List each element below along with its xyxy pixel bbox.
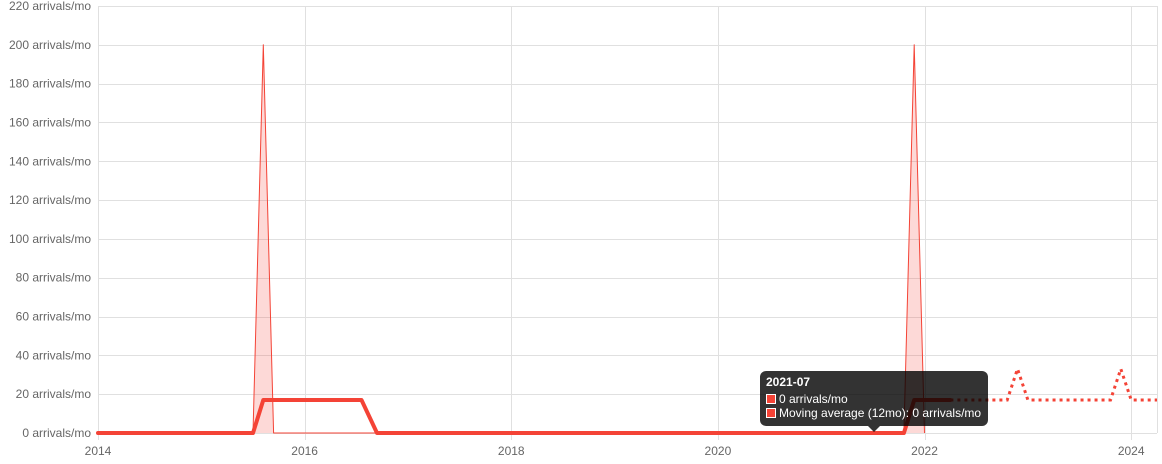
tooltip-row-series: 0 arrivals/mo	[766, 392, 982, 406]
y-tick-label: 120 arrivals/mo	[9, 193, 91, 207]
y-tick-label: 220 arrivals/mo	[9, 0, 91, 13]
y-tick-label: 200 arrivals/mo	[9, 38, 91, 52]
y-tick-label: 60 arrivals/mo	[16, 310, 92, 324]
grid	[98, 6, 1158, 440]
tooltip-swatch-moving-average	[766, 408, 776, 418]
x-tick-label: 2024	[1118, 444, 1145, 458]
x-tick-label: 2018	[498, 444, 525, 458]
tooltip-title: 2021-07	[766, 375, 811, 389]
y-tick-label: 180 arrivals/mo	[9, 77, 91, 91]
y-tick-label: 140 arrivals/mo	[9, 154, 91, 168]
y-tick-label: 20 arrivals/mo	[16, 387, 92, 401]
tooltip-label-moving-average: Moving average (12mo): 0 arrivals/mo	[779, 406, 982, 420]
x-tick-label: 2020	[705, 444, 732, 458]
series-area-fill	[98, 44, 925, 434]
x-tick-label: 2022	[911, 444, 938, 458]
x-tick-label: 2016	[291, 444, 318, 458]
y-tick-label: 40 arrivals/mo	[16, 348, 92, 362]
series-layer	[96, 44, 1157, 435]
tooltip-caret	[868, 426, 880, 432]
x-tick-label: 2014	[85, 444, 112, 458]
y-tick-label: 160 arrivals/mo	[9, 115, 91, 129]
y-tick-label: 80 arrivals/mo	[16, 271, 92, 285]
tick-labels: 0 arrivals/mo 20 arrivals/mo 40 arrivals/m…	[9, 0, 1145, 458]
chart-tooltip: 2021-07 0 arrivals/mo Moving average (12…	[760, 371, 988, 432]
y-tick-label: 100 arrivals/mo	[9, 232, 91, 246]
tooltip-row-moving-average: Moving average (12mo): 0 arrivals/mo	[766, 406, 982, 420]
tooltip-label-series: 0 arrivals/mo	[779, 392, 848, 406]
tooltip-swatch-series	[766, 394, 776, 404]
y-tick-label: 0 arrivals/mo	[22, 426, 91, 440]
forecast-dotted-line	[950, 364, 1157, 402]
